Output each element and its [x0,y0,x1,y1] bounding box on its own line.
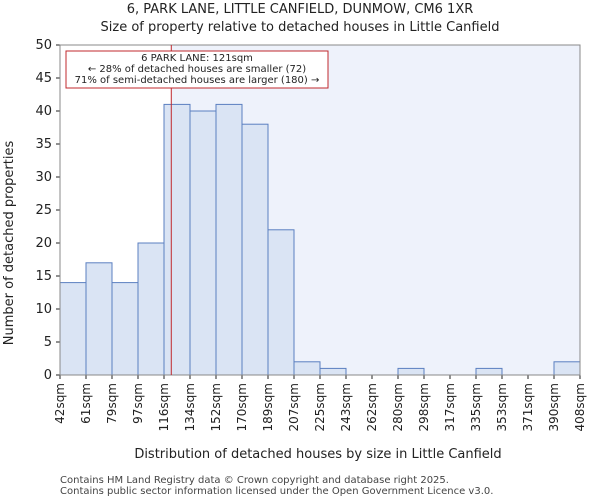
x-tick-label: 42sqm [53,383,67,424]
annotation-line-3: 71% of semi-detached houses are larger (… [75,75,320,86]
y-tick-label: 45 [35,71,52,86]
y-tick-label: 0 [44,368,52,383]
x-tick-label: 262sqm [365,383,379,431]
bar-335sqm [475,367,503,376]
bar-280sqm [397,367,425,376]
bar-42sqm [59,282,87,376]
x-axis-label: Distribution of detached houses by size … [134,447,501,462]
x-tick-label: 280sqm [391,383,405,431]
bar-116sqm [163,103,191,376]
x-tick-label: 170sqm [235,383,249,431]
x-tick-label: 390sqm [547,383,561,431]
x-tick-label: 152sqm [209,383,223,431]
chart-title: 6, PARK LANE, LITTLE CANFIELD, DUNMOW, C… [127,2,474,17]
y-tick-label: 5 [44,335,52,350]
annotation-box: 6 PARK LANE: 121sqm ← 28% of detached ho… [65,50,329,89]
x-tick-label: 298sqm [417,383,431,431]
bar-134sqm [189,110,217,376]
x-tick-label: 97sqm [131,383,145,424]
y-axis-ticks: 0 5 10 15 20 25 30 35 40 45 50 [35,38,60,383]
x-axis-ticks: 42sqm 61sqm 79sqm 97sqm 116sqm 134sqm 152sqm 17… [53,375,587,431]
annotation-line-2: ← 28% of detached houses are smaller (72… [88,64,306,75]
x-tick-label: 225sqm [313,383,327,431]
y-tick-label: 10 [35,302,52,317]
bar-189sqm [267,229,295,376]
x-tick-label: 243sqm [339,383,353,431]
y-tick-label: 35 [35,137,52,152]
y-tick-label: 40 [35,104,52,119]
chart-subtitle: Size of property relative to detached ho… [101,20,500,35]
plot-frame [59,44,581,376]
x-tick-label: 79sqm [105,383,119,424]
x-tick-label: 317sqm [443,383,457,431]
x-tick-label: 207sqm [287,383,301,431]
x-tick-label: 134sqm [183,383,197,431]
bar-390sqm [553,361,581,376]
y-tick-label: 15 [35,269,52,284]
footer-line-1: Contains HM Land Registry data © Crown c… [60,475,449,486]
y-tick-label: 20 [35,236,52,251]
x-tick-label: 116sqm [157,383,171,431]
y-axis-label: Number of detached properties [2,141,17,346]
y-tick-label: 50 [35,38,52,53]
bar-152sqm [215,103,243,376]
x-tick-label: 189sqm [261,383,275,431]
bar-61sqm [85,262,113,376]
bars-group [59,103,581,376]
x-tick-label: 371sqm [521,383,535,431]
footer-line-2: Contains public sector information licen… [60,486,493,497]
annotation-frame [65,50,329,89]
x-tick-label: 353sqm [495,383,509,431]
x-tick-label: 335sqm [469,383,483,431]
bar-170sqm [241,123,269,376]
y-tick-label: 25 [35,203,52,218]
x-tick-label: 408sqm [573,383,587,431]
y-tick-label: 30 [35,170,52,185]
bar-225sqm [319,367,347,376]
annotation-line-1: 6 PARK LANE: 121sqm [141,53,253,64]
x-tick-label: 61sqm [79,383,93,424]
bar-207sqm [293,361,321,376]
bar-97sqm [137,242,165,376]
bar-79sqm [111,282,139,376]
